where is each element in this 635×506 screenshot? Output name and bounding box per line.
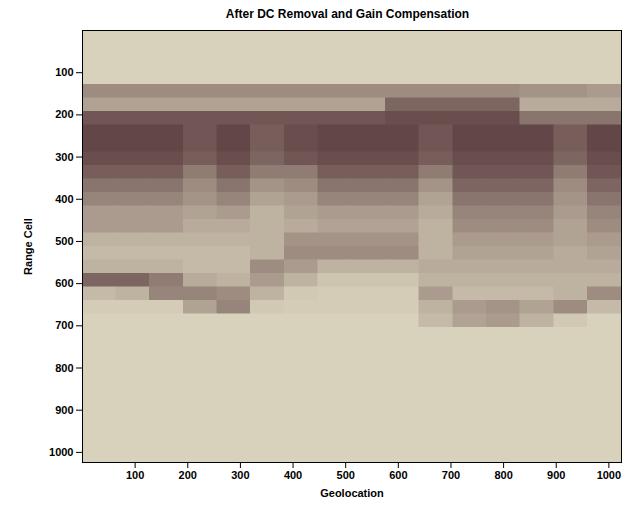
svg-text:Range Cell: Range Cell	[22, 218, 34, 275]
svg-text:300: 300	[55, 151, 73, 163]
svg-text:700: 700	[442, 469, 460, 481]
svg-text:100: 100	[55, 66, 73, 78]
svg-text:100: 100	[126, 469, 144, 481]
svg-text:200: 200	[179, 469, 197, 481]
svg-text:1000: 1000	[49, 446, 73, 458]
svg-text:900: 900	[55, 404, 73, 416]
svg-text:600: 600	[55, 277, 73, 289]
svg-text:400: 400	[55, 193, 73, 205]
svg-text:500: 500	[55, 235, 73, 247]
svg-text:500: 500	[337, 469, 355, 481]
svg-text:300: 300	[231, 469, 249, 481]
svg-text:800: 800	[494, 469, 512, 481]
svg-text:400: 400	[284, 469, 302, 481]
svg-text:700: 700	[55, 319, 73, 331]
svg-text:600: 600	[389, 469, 407, 481]
svg-text:Geolocation: Geolocation	[320, 487, 384, 499]
svg-text:900: 900	[547, 469, 565, 481]
svg-text:1000: 1000	[597, 469, 621, 481]
svg-text:200: 200	[55, 108, 73, 120]
html-text:After DC Removal and Gain Comp: After DC Removal and Gain Compensation	[225, 7, 470, 21]
svg-text:800: 800	[55, 362, 73, 374]
